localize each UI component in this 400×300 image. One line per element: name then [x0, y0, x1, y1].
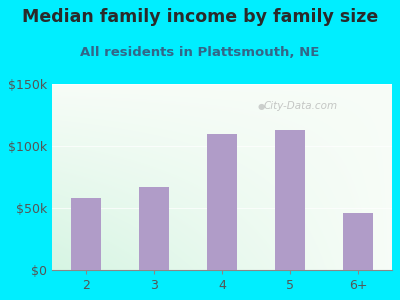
- Bar: [71, 198, 101, 270]
- Bar: [343, 213, 373, 270]
- Text: ●: ●: [258, 102, 265, 111]
- Bar: [275, 130, 305, 270]
- Text: All residents in Plattsmouth, NE: All residents in Plattsmouth, NE: [80, 46, 320, 59]
- Bar: [207, 134, 237, 270]
- Text: Median family income by family size: Median family income by family size: [22, 8, 378, 26]
- Text: City-Data.com: City-Data.com: [263, 101, 337, 111]
- Bar: [139, 187, 169, 270]
